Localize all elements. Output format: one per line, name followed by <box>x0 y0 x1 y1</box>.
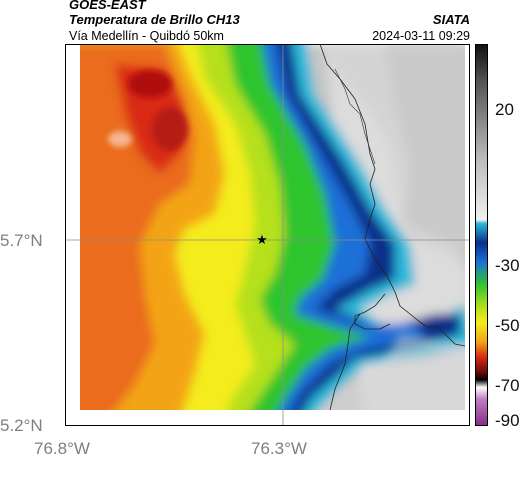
colorbar-label-minus70: -70 <box>495 376 520 395</box>
coastline <box>319 44 466 347</box>
colorbar-label-minus30: -30 <box>495 256 520 275</box>
location-marker: ★ <box>256 233 268 248</box>
colorbar-label-minus50: -50 <box>495 316 520 335</box>
organization-label: SIATA <box>432 12 470 27</box>
colorbar-label-minus90: -90 <box>495 411 520 430</box>
lat-label-5-2: 5.2°N <box>0 416 43 435</box>
lon-label-76-8: 76.8°W <box>34 439 90 458</box>
lat-label-5-7: 5.7°N <box>0 231 43 250</box>
colorbar <box>475 44 488 426</box>
brightness-temperature-map: ★ <box>65 44 470 426</box>
title-satellite: GOES-EAST <box>69 0 146 12</box>
title-product: Temperatura de Brillo CH13 <box>69 12 240 27</box>
title-region: Vía Medellín - Quibdó 50km <box>69 29 224 43</box>
datetime-label: 2024-03-11 09:29 <box>372 29 470 43</box>
lon-label-76-3: 76.3°W <box>251 439 307 458</box>
colorbar-label-20: 20 <box>495 100 514 119</box>
